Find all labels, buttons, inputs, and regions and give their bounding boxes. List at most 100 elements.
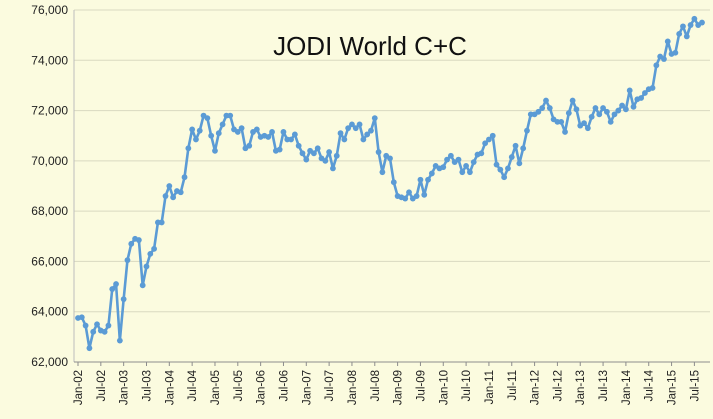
data-point — [467, 169, 473, 176]
data-point — [86, 345, 93, 352]
data-point — [691, 15, 698, 22]
data-point — [352, 125, 359, 132]
data-point — [276, 146, 283, 153]
data-point — [101, 328, 108, 335]
data-point — [303, 156, 310, 163]
data-point — [497, 166, 504, 173]
data-point — [596, 111, 603, 118]
data-point — [653, 62, 660, 69]
data-point — [124, 257, 131, 264]
data-point — [94, 321, 100, 328]
data-point — [196, 127, 203, 134]
data-point — [417, 176, 424, 183]
data-point — [649, 85, 656, 91]
data-point — [379, 169, 386, 176]
data-point — [269, 129, 275, 135]
data-point — [204, 115, 211, 122]
data-point — [489, 132, 496, 139]
data-point — [600, 105, 606, 111]
data-point — [607, 118, 614, 125]
data-point — [687, 22, 694, 28]
x-tick-label: Jan-12 — [530, 370, 542, 405]
data-point — [170, 194, 177, 201]
data-point — [368, 127, 374, 134]
x-tick-label: Jul-06 — [278, 370, 290, 401]
data-point — [330, 165, 336, 172]
x-tick-label: Jul-15 — [689, 370, 701, 401]
data-point — [486, 136, 492, 143]
data-point — [128, 240, 135, 247]
data-point — [177, 189, 184, 196]
data-point — [501, 174, 508, 181]
data-point — [584, 125, 591, 132]
data-point — [428, 170, 435, 177]
x-tick-label: Jul-02 — [96, 370, 108, 401]
data-point — [299, 150, 306, 157]
data-point — [322, 157, 329, 164]
data-point — [638, 95, 645, 101]
data-point — [162, 193, 169, 199]
data-point — [246, 142, 253, 149]
data-point — [288, 136, 294, 143]
data-point — [109, 286, 116, 292]
x-tick-label: Jan-06 — [256, 370, 268, 405]
data-point — [291, 131, 298, 138]
data-point — [603, 108, 610, 115]
y-axis: 62,000 64,000 66,000 68,000 70,000 72,000 74,0… — [31, 3, 75, 369]
data-point — [680, 23, 686, 30]
y-tick-label: 72,000 — [31, 104, 68, 118]
grid-layer — [74, 9, 710, 363]
data-point — [280, 129, 287, 135]
data-point — [212, 147, 218, 154]
data-point — [592, 105, 599, 111]
data-point — [440, 164, 447, 171]
data-point — [189, 126, 196, 133]
x-tick-label: Jul-14 — [644, 369, 656, 401]
data-point — [546, 105, 553, 111]
data-point — [664, 38, 671, 45]
data-point — [185, 145, 192, 152]
data-point — [333, 152, 340, 159]
x-axis: Jan-02 Jul-02 Jan-03 Jul-03 Jan-04 Jul-04 Jan-… — [73, 361, 710, 405]
data-point — [82, 322, 89, 329]
data-point — [642, 90, 648, 96]
x-tick-label: Jul-12 — [552, 370, 564, 401]
data-point — [337, 130, 344, 137]
data-point — [402, 195, 409, 202]
data-point — [508, 154, 515, 160]
data-point — [143, 263, 150, 270]
data-point — [672, 49, 679, 56]
data-point — [569, 97, 576, 104]
x-tick-label: Jan-13 — [575, 370, 587, 405]
data-point — [181, 174, 188, 181]
x-tick-label: Jul-08 — [370, 370, 382, 401]
data-point — [253, 126, 260, 133]
data-point — [539, 105, 546, 111]
x-tick-label: Jan-11 — [484, 370, 496, 404]
y-tick-label: 74,000 — [31, 53, 68, 67]
data-point — [421, 191, 428, 198]
x-tick-label: Jan-04 — [164, 369, 176, 405]
data-point — [478, 150, 485, 157]
data-point — [470, 159, 477, 166]
data-point — [623, 106, 629, 113]
data-point — [356, 121, 363, 128]
data-point — [520, 145, 527, 152]
y-tick-label: 76,000 — [31, 3, 68, 17]
data-point — [516, 160, 523, 167]
data-point — [676, 30, 683, 37]
y-tick-label: 66,000 — [31, 254, 68, 268]
data-point — [364, 131, 371, 138]
data-point — [375, 149, 382, 155]
x-tick-label: Jul-05 — [233, 370, 245, 401]
x-tick-label: Jul-04 — [187, 369, 199, 401]
data-point — [90, 328, 97, 335]
data-point — [360, 136, 367, 143]
data-point — [524, 127, 530, 134]
x-tick-label: Jan-15 — [667, 370, 679, 405]
chart-title: JODI World C+C — [273, 31, 467, 61]
data-point — [151, 245, 157, 252]
data-point — [219, 121, 226, 128]
data-point — [147, 250, 154, 257]
